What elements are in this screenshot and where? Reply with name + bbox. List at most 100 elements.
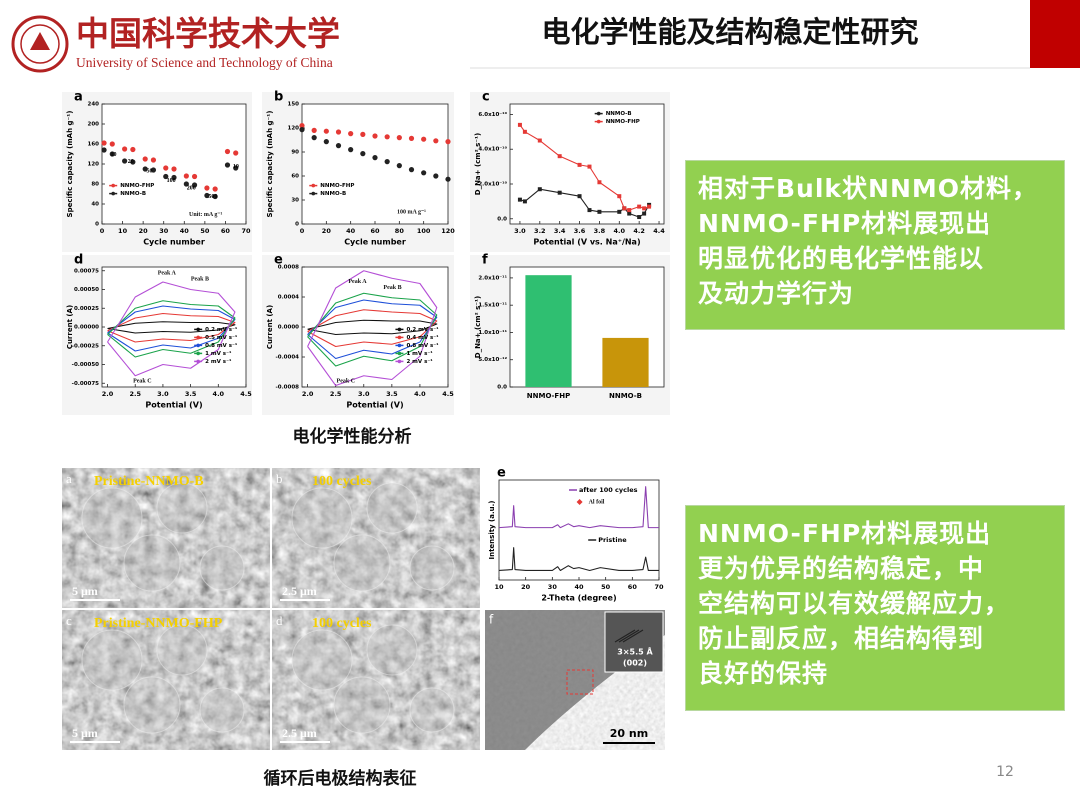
data-point bbox=[150, 167, 157, 173]
sem-texture bbox=[62, 610, 270, 750]
note-line: 及动力学行为 bbox=[698, 279, 855, 308]
data-point bbox=[130, 146, 136, 153]
legend-label: 2 mV s⁻¹ bbox=[205, 358, 232, 365]
data-point bbox=[150, 157, 157, 163]
data-point bbox=[445, 139, 451, 145]
data-point bbox=[299, 123, 305, 129]
sem-image: a Pristine-NNMO-B 5 μm bbox=[62, 468, 270, 608]
data-point bbox=[335, 129, 342, 135]
particle bbox=[199, 545, 245, 591]
legend-label: NNMO-FHP bbox=[120, 183, 154, 189]
data-point bbox=[299, 127, 305, 133]
data-point bbox=[597, 180, 602, 185]
legend-label: 0.5 mV s⁻¹ bbox=[205, 334, 238, 341]
data-point bbox=[627, 211, 632, 216]
chart-panel: e 10 20 30 40 50 60 70 2-Theta (degree) Intensity… bbox=[485, 466, 665, 608]
scale-label: 5 μm bbox=[72, 584, 98, 598]
note-line: 良好的保持 bbox=[698, 659, 829, 688]
data-point bbox=[537, 187, 542, 192]
panel-letter: d bbox=[74, 253, 83, 268]
x-axis-label: Potential (V) bbox=[145, 401, 202, 410]
y-tick-label: 2.0x10⁻¹⁰ bbox=[478, 181, 507, 188]
note-box: 相对于Bulk状NNMO材料， NNMO-FHP材料展现出 明显优化的电化学性能以及… bbox=[685, 160, 1065, 330]
y-axis-label: Current (A) bbox=[266, 305, 274, 349]
series-line bbox=[107, 281, 236, 377]
bar bbox=[525, 275, 572, 387]
annotation: 10 bbox=[233, 164, 239, 170]
annotation-marker bbox=[576, 499, 583, 505]
x-tick-label: 3.0 bbox=[514, 227, 526, 235]
sem-image: b 100 cycles 2.5 μm bbox=[272, 468, 480, 608]
y-tick-label: 0.0 bbox=[497, 216, 507, 222]
series-line bbox=[307, 309, 438, 348]
data-point bbox=[360, 151, 366, 157]
note-line: 相对于Bulk状NNMO材料， bbox=[698, 174, 1039, 203]
legend-marker bbox=[111, 191, 115, 196]
series-line bbox=[498, 486, 659, 529]
data-point bbox=[348, 147, 354, 153]
data-point bbox=[204, 185, 210, 191]
x-tick-label: 70 bbox=[241, 227, 251, 235]
data-point bbox=[537, 138, 542, 143]
particle bbox=[333, 534, 391, 592]
y-tick-label: -0.00025 bbox=[72, 343, 100, 349]
y-tick-label: 0.00050 bbox=[74, 287, 99, 293]
data-point bbox=[647, 204, 652, 209]
data-point bbox=[517, 122, 522, 127]
header-accent bbox=[1030, 0, 1080, 68]
image-title: 100 cycles bbox=[312, 616, 372, 631]
figure-caption: 电化学性能分析 bbox=[293, 426, 412, 447]
legend-marker bbox=[196, 343, 200, 348]
data-point bbox=[433, 138, 439, 144]
data-point bbox=[311, 135, 317, 141]
data-point bbox=[130, 159, 136, 165]
slide-title: 电化学性能及结构稳定性研究 bbox=[541, 15, 918, 49]
y-tick-label: 4.0x10⁻¹⁰ bbox=[478, 146, 507, 153]
legend-label: 0.8 mV s⁻¹ bbox=[406, 342, 439, 349]
data-point bbox=[617, 209, 622, 214]
sem-image: d 100 cycles 2.5 μm bbox=[272, 610, 480, 750]
particle bbox=[123, 534, 181, 592]
x-tick-label: 3.8 bbox=[594, 227, 606, 235]
legend-label: 0.8 mV s⁻¹ bbox=[205, 342, 238, 349]
annotation: 100 bbox=[167, 178, 176, 184]
inset bbox=[604, 611, 664, 673]
scale-label: 2.5 μm bbox=[282, 584, 317, 598]
legend-label: 0.2 mV s⁻¹ bbox=[406, 326, 439, 333]
legend-label: 0.2 mV s⁻¹ bbox=[205, 326, 238, 333]
chart-panel: c 0.0 2.0x10⁻¹⁰ 4.0x10⁻¹⁰ 6.0x10⁻¹⁰ 3.0 3.2 3.4… bbox=[470, 90, 670, 252]
x-tick-label: 40 bbox=[574, 583, 584, 591]
data-point bbox=[109, 141, 115, 147]
x-tick-label: 40 bbox=[180, 227, 190, 235]
legend-marker bbox=[397, 351, 402, 356]
annotation: 100 mA g⁻¹ bbox=[397, 209, 426, 215]
x-tick-label: 60 bbox=[370, 227, 380, 235]
panel-letter: c bbox=[66, 613, 72, 628]
data-point bbox=[171, 174, 177, 181]
data-point bbox=[557, 154, 562, 159]
x-axis-label: Potential (V vs. Na⁺/Na) bbox=[533, 238, 640, 247]
particle bbox=[81, 487, 143, 549]
y-tick-label: 0.0 bbox=[497, 385, 507, 391]
annotation: Peak B bbox=[383, 285, 401, 291]
x-tick-label: 3.2 bbox=[534, 227, 546, 235]
y-tick-label: 120 bbox=[88, 162, 100, 168]
y-tick-label: 0.0008 bbox=[278, 265, 299, 271]
lattice-fringe bbox=[614, 629, 636, 643]
series-line bbox=[107, 321, 236, 334]
sem-texture bbox=[272, 468, 480, 608]
series-line bbox=[498, 547, 659, 572]
data-point bbox=[323, 139, 329, 145]
panel-letter: c bbox=[482, 90, 490, 105]
y-axis-label: Intensity (a.u.) bbox=[488, 500, 496, 559]
x-tick-label: 3.6 bbox=[574, 227, 586, 235]
particle bbox=[366, 624, 418, 676]
x-tick-label: 2.0 bbox=[102, 390, 114, 398]
scale-label: 2.5 μm bbox=[282, 726, 317, 740]
y-tick-label: 1.5x10⁻¹¹ bbox=[478, 302, 507, 309]
legend-label: 0.4 mV s⁻¹ bbox=[406, 334, 439, 341]
legend-label: 1 mV s⁻¹ bbox=[406, 350, 433, 357]
data-point bbox=[384, 134, 390, 140]
bar bbox=[602, 337, 649, 387]
x-tick-label: 80 bbox=[395, 227, 405, 235]
